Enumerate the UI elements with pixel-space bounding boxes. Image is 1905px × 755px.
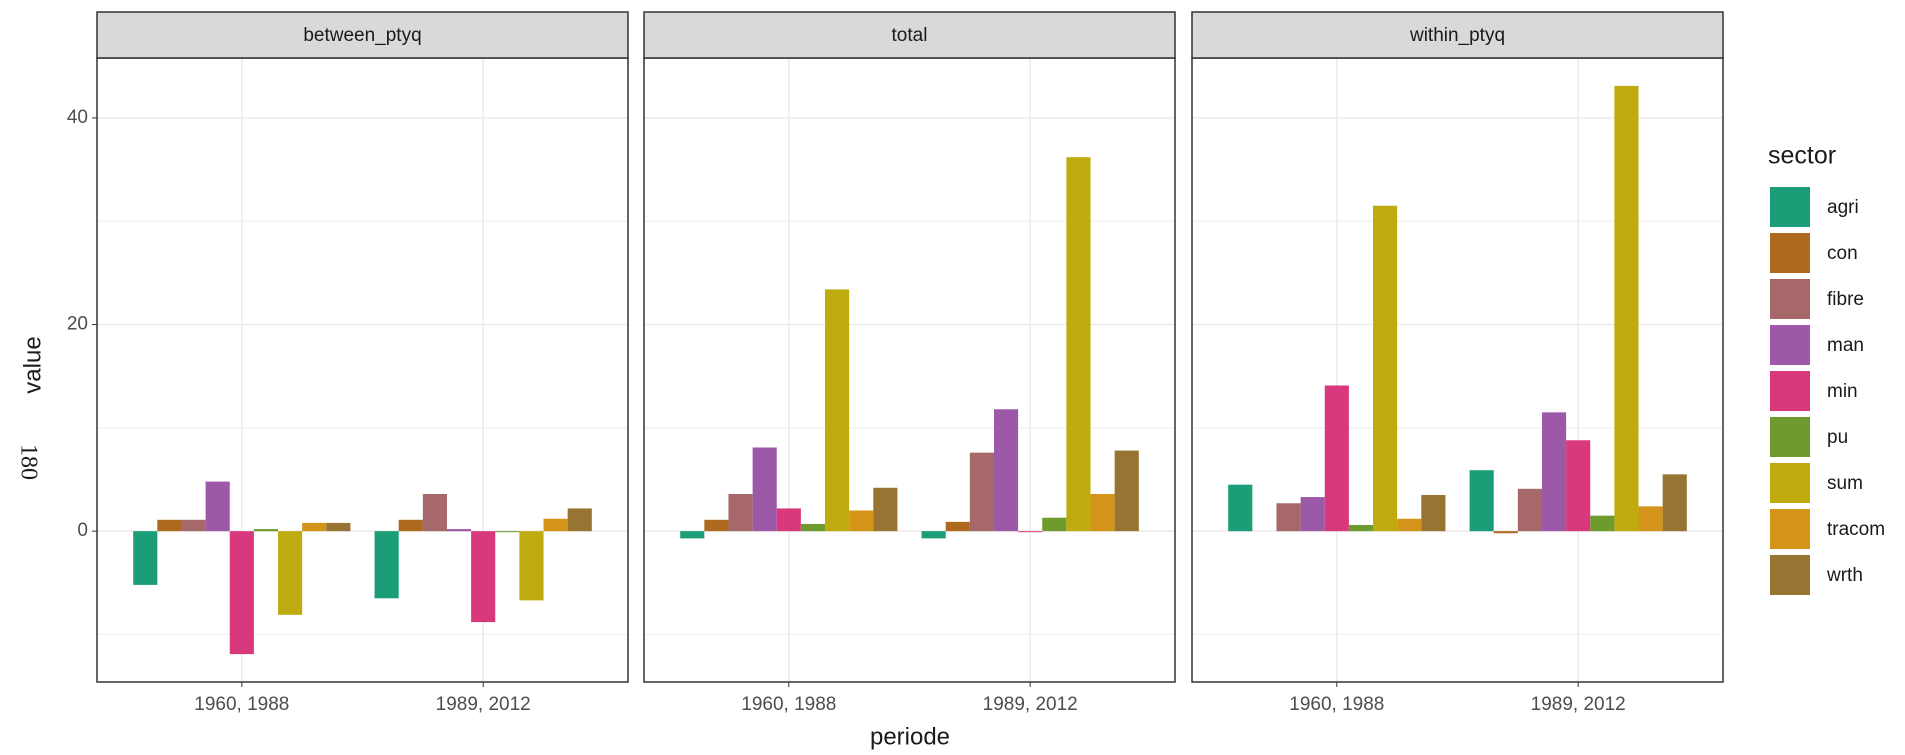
bar [1469,470,1494,532]
y-axis-title: value [19,336,46,393]
x-tick-label: 1989, 2012 [1531,694,1626,715]
bar [1638,506,1663,532]
bar [1228,484,1253,532]
bar [1300,497,1325,532]
bar [1090,493,1115,532]
bar [728,493,753,532]
bar [543,518,568,532]
bar [253,529,279,532]
legend-label: min [1827,381,1858,402]
bar [446,529,472,532]
bar [567,508,592,532]
legend-swatch [1768,231,1812,275]
bar [800,523,826,532]
bar [471,531,496,623]
bar [1114,450,1139,532]
x-tick-label: 1960, 1988 [1289,694,1384,715]
x-tick-label: 1989, 2012 [436,694,531,715]
bar [1566,440,1591,532]
bar [776,508,801,532]
bar [1348,524,1374,532]
facet-strip [1191,11,1724,59]
legend-swatch [1768,415,1812,459]
facet-strip [643,11,1176,59]
bar [133,531,158,585]
bar [873,487,898,532]
y-tick-label: 40 [67,107,88,128]
bar [1276,503,1301,532]
bar [993,409,1019,532]
legend-swatch [1768,507,1812,551]
bar [1042,517,1067,532]
bar [181,519,206,532]
bar [1541,412,1567,532]
bar [422,493,447,532]
bar [519,531,544,601]
bar [205,481,230,532]
bar [969,452,994,532]
bar [825,289,850,532]
bar [680,531,705,539]
bar [157,519,182,532]
facet-strip [96,11,629,59]
bar [704,519,729,532]
bar [1324,385,1349,532]
bar [278,531,303,615]
bar [1018,531,1043,533]
facet-title: total [892,25,928,46]
annotation: 180 [15,444,41,480]
panel-background [97,58,628,682]
legend-swatch [1768,323,1812,367]
legend-label: agri [1827,197,1859,218]
x-axis-title: periode [870,723,950,750]
legend-swatch [1768,185,1812,229]
bar [374,531,399,599]
legend-swatch [1768,277,1812,321]
y-tick-label: 0 [77,520,88,541]
legend-title: sector [1768,142,1836,170]
legend-label: sum [1827,473,1863,494]
bar [921,531,946,539]
bar [495,531,520,533]
bar [1590,515,1615,532]
bar [945,521,970,532]
legend-label: fibre [1827,289,1864,310]
x-tick-label: 1960, 1988 [741,694,836,715]
panel-background [1192,58,1723,682]
legend-label: tracom [1827,519,1885,540]
bar [1662,474,1687,532]
bar [398,519,423,532]
bar [326,522,351,532]
bar [1614,85,1639,532]
facet-title: within_ptyq [1409,25,1505,46]
bar [1397,518,1422,532]
legend-label: con [1827,243,1858,264]
legend-label: wrth [1826,565,1863,586]
bar [302,522,327,532]
bar [1517,488,1542,532]
bar [1421,495,1446,532]
bar [1066,157,1091,532]
bar [1493,531,1518,534]
legend-swatch [1768,461,1812,505]
legend-label: man [1827,335,1864,356]
facet-title: between_ptyq [303,25,421,46]
y-tick-label: 20 [67,314,88,335]
bar [849,510,874,532]
legend-swatch [1768,369,1812,413]
bar [1373,205,1398,532]
x-tick-label: 1989, 2012 [983,694,1078,715]
x-tick-label: 1960, 1988 [194,694,289,715]
panel-background [644,58,1175,682]
bar [229,531,254,655]
legend-swatch [1768,553,1812,597]
legend-label: pu [1827,427,1848,448]
bar [752,447,777,532]
